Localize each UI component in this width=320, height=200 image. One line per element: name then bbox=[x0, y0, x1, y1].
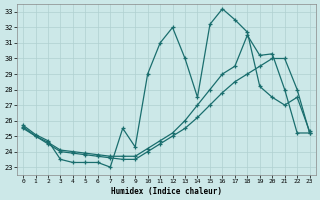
X-axis label: Humidex (Indice chaleur): Humidex (Indice chaleur) bbox=[111, 187, 222, 196]
